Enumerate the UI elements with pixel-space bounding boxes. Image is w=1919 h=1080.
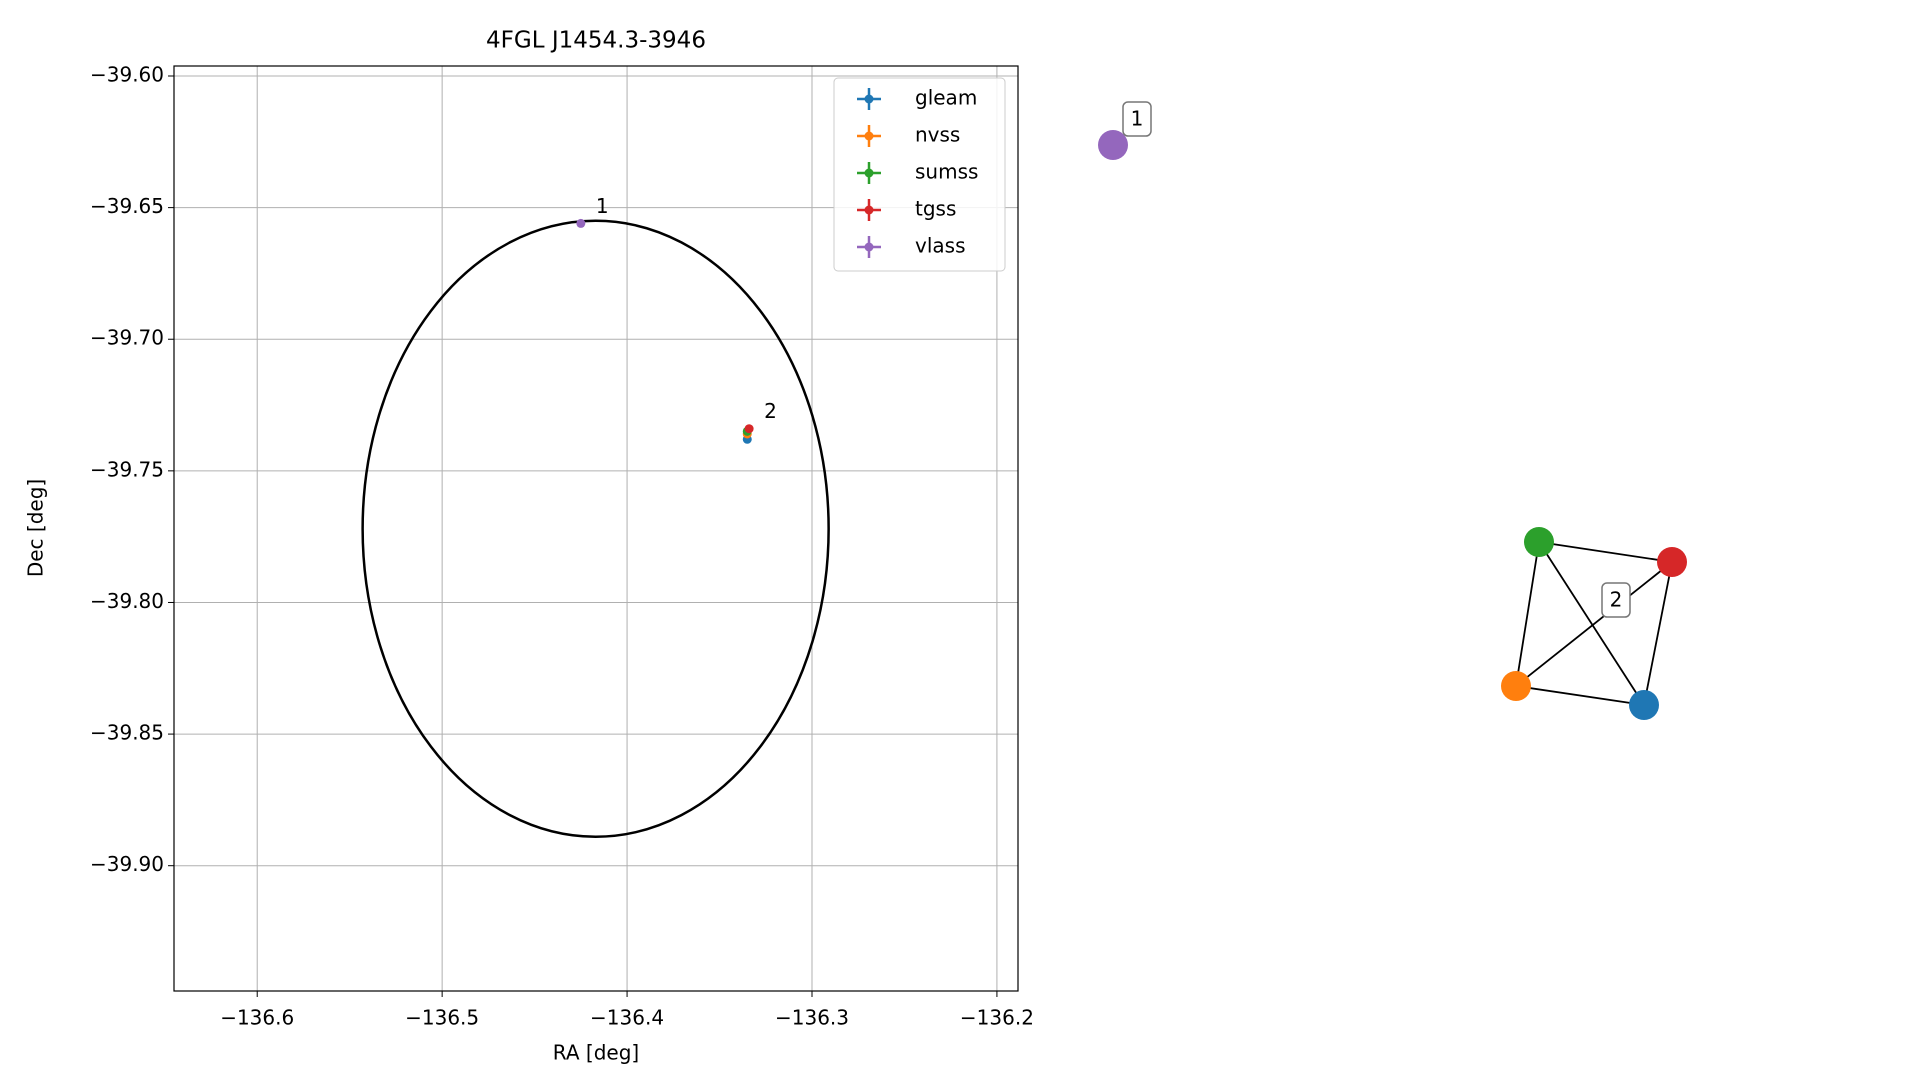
y-tick-label: −39.75: [90, 457, 164, 481]
x-tick-label: −136.4: [590, 1006, 664, 1030]
legend-label: vlass: [915, 234, 966, 258]
y-tick-label: −39.90: [90, 852, 164, 876]
point: [576, 218, 586, 228]
node-label: 1: [1131, 107, 1144, 131]
legend-label: nvss: [915, 123, 960, 147]
node-label: 2: [1610, 588, 1623, 612]
y-tick-label: −39.85: [90, 721, 164, 745]
axes-frame: [173, 65, 1019, 992]
legend-marker: [864, 168, 874, 178]
y-axis-label: Dec [deg]: [24, 479, 48, 577]
node: [1501, 671, 1531, 701]
legend-label: tgss: [915, 197, 956, 221]
point: [744, 424, 754, 434]
edge: [1538, 541, 1645, 706]
node: [1629, 690, 1659, 720]
y-tick-label: −39.60: [90, 63, 164, 87]
x-tick-label: −136.2: [960, 1006, 1034, 1030]
node: [1098, 130, 1128, 160]
annotation: 1: [596, 194, 609, 218]
legend-label: gleam: [915, 86, 977, 110]
edge: [1643, 561, 1673, 706]
x-tick-label: −136.3: [775, 1006, 849, 1030]
legend-box: [833, 77, 1006, 272]
label-box: [1122, 101, 1152, 137]
annotation: 2: [764, 399, 777, 423]
x-tick-label: −136.5: [405, 1006, 479, 1030]
legend-marker: [864, 131, 874, 141]
legend-label: sumss: [915, 160, 978, 184]
x-axis-label: RA [deg]: [553, 1041, 639, 1065]
edge: [1515, 541, 1540, 687]
node: [1524, 527, 1554, 557]
error-ellipse: [361, 219, 830, 838]
y-tick-label: −39.65: [90, 194, 164, 218]
y-tick-label: −39.70: [90, 326, 164, 350]
edge: [1538, 541, 1673, 563]
label-box: [1601, 582, 1631, 618]
legend-marker: [864, 205, 874, 215]
y-tick-label: −39.80: [90, 589, 164, 613]
legend-marker: [864, 94, 874, 104]
legend-marker: [864, 242, 874, 252]
node: [1657, 547, 1687, 577]
edge: [1515, 561, 1673, 687]
edge: [1515, 685, 1645, 706]
chart-title: 4FGL J1454.3-3946: [486, 28, 706, 54]
x-tick-label: −136.6: [220, 1006, 294, 1030]
